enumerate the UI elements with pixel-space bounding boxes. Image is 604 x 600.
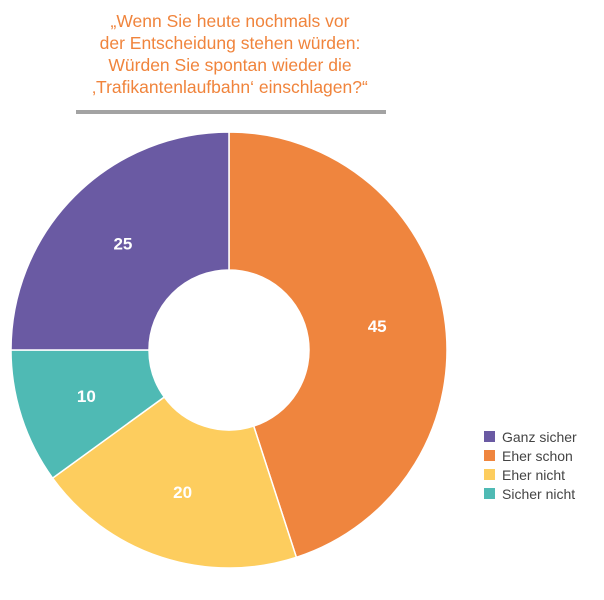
slice-value-label: 45 — [368, 317, 387, 336]
title-underline — [76, 110, 386, 114]
slice-value-label: 10 — [77, 387, 96, 406]
title-line: der Entscheidung stehen würden: — [99, 33, 361, 53]
chart-title: „Wenn Sie heute nochmals vor der Entsche… — [0, 10, 460, 98]
slice-value-label: 25 — [113, 234, 132, 253]
legend-label: Ganz sicher — [502, 428, 577, 445]
title-line: „Wenn Sie heute nochmals vor — [110, 11, 350, 31]
title-line: Würden Sie spontan wieder die — [108, 55, 352, 75]
slice-value-label: 20 — [173, 483, 192, 502]
legend-swatch — [484, 450, 495, 461]
legend-item: Eher nicht — [484, 465, 577, 484]
donut-slice-sicher-nicht — [10, 349, 166, 480]
legend-label: Eher nicht — [502, 466, 566, 483]
donut-slice-ganz-sicher — [10, 131, 230, 351]
legend-item: Eher schon — [484, 446, 577, 465]
legend-swatch — [484, 469, 495, 480]
legend-label: Eher schon — [502, 447, 573, 464]
legend-label: Sicher nicht — [502, 485, 576, 502]
donut-slice-eher-schon — [228, 131, 448, 559]
legend-item: Sicher nicht — [484, 484, 577, 503]
chart-legend: Ganz sicher Eher schon Eher nicht Sicher ni… — [484, 427, 577, 503]
donut-slice-eher-nicht — [51, 395, 298, 569]
legend-swatch — [484, 488, 495, 499]
title-line: ‚Trafikantenlaufbahn‘ einschlagen?“ — [92, 77, 368, 97]
legend-swatch — [484, 431, 495, 442]
legend-item: Ganz sicher — [484, 427, 577, 446]
